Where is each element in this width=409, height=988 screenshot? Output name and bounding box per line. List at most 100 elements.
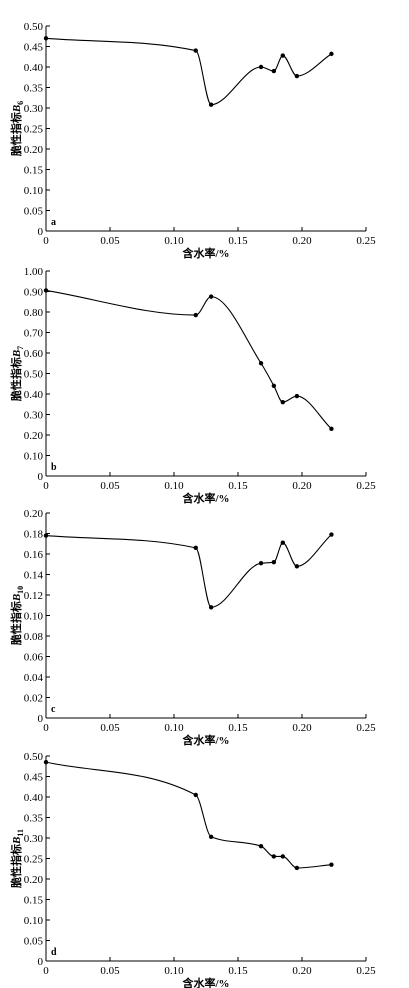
y-tick-label: 0.30 — [24, 833, 44, 845]
y-tick-label: 0.35 — [24, 83, 44, 95]
x-tick-label: 0.05 — [100, 722, 120, 734]
data-point — [258, 64, 264, 70]
y-axis-label: 脆性指标B7 — [9, 346, 25, 402]
data-point — [294, 564, 300, 569]
x-tick-label: 0 — [43, 235, 49, 247]
x-tick-label: 0.15 — [228, 235, 248, 247]
y-tick-label: 0.30 — [24, 410, 44, 422]
data-point — [208, 102, 214, 107]
y-tick-label: 0.05 — [24, 936, 44, 948]
data-point — [280, 53, 285, 58]
y-tick-label: 0.25 — [24, 124, 44, 136]
data-point — [280, 854, 285, 859]
data-point — [280, 400, 285, 405]
data-point — [208, 834, 214, 839]
y-axis-label: 脆性指标B10 — [9, 586, 25, 646]
y-tick-label: 0.15 — [24, 895, 44, 907]
panel-tag: b — [51, 462, 57, 473]
y-tick-label: 0.50 — [24, 21, 44, 33]
y-tick-label: 0.15 — [24, 165, 44, 177]
data-point — [294, 393, 300, 399]
x-tick-label: 0.10 — [164, 235, 184, 247]
data-point — [43, 288, 49, 293]
y-tick-label: 0.50 — [24, 369, 44, 381]
y-tick-label: 0.04 — [24, 672, 44, 684]
y-tick-label: 0.06 — [24, 652, 44, 664]
y-tick-label: 0.90 — [24, 287, 44, 299]
y-axis-label: 脆性指标B11 — [9, 829, 25, 889]
x-tick-label: 0.25 — [356, 235, 376, 247]
x-tick-label: 0.15 — [228, 965, 248, 977]
panel-tag: a — [51, 217, 56, 228]
y-axis-label: 脆性指标B6 — [9, 101, 25, 157]
y-tick-label: 0.20 — [24, 144, 44, 156]
y-tick-label: 0 — [38, 956, 44, 968]
y-tick-label: 0.45 — [24, 42, 44, 54]
data-point — [329, 426, 334, 432]
x-tick-label: 0.10 — [164, 722, 184, 734]
x-tick-label: 0.25 — [356, 965, 376, 977]
y-tick-label: 1.00 — [24, 266, 44, 278]
data-point — [271, 383, 277, 388]
y-tick-label: 0.10 — [24, 611, 44, 623]
chart-panel-b: 0 0.10 0.20 0.30 0.40 0.50 0.60 0.70 0.80 0.90 1.0… — [9, 266, 376, 505]
y-tick-label: 0.40 — [24, 389, 44, 401]
y-tick-label: 0.40 — [24, 792, 44, 804]
y-tick-label: 0.10 — [24, 185, 44, 197]
data-point — [271, 68, 277, 74]
data-point — [208, 294, 214, 299]
y-tick-label: 0.40 — [24, 62, 44, 74]
y-tick-label: 0.05 — [24, 206, 44, 218]
data-point — [271, 560, 277, 565]
y-tick-label: 0.35 — [24, 813, 44, 825]
y-tick-label: 0.02 — [24, 693, 43, 705]
y-tick-label: 0.20 — [24, 430, 44, 442]
y-tick-label: 0.80 — [24, 307, 44, 319]
data-point — [193, 792, 198, 798]
x-tick-label: 0.05 — [100, 965, 120, 977]
data-point — [258, 561, 264, 566]
x-tick-label: 0.05 — [100, 235, 120, 247]
y-tick-label: 0.30 — [24, 103, 44, 115]
data-point — [43, 36, 49, 41]
series-line — [45, 534, 332, 608]
data-point — [258, 844, 264, 849]
data-point — [329, 532, 334, 537]
x-tick-label: 0.15 — [228, 722, 248, 734]
y-tick-label: 0.18 — [24, 529, 44, 541]
series-line — [45, 37, 332, 106]
data-point — [193, 312, 198, 318]
chart-panel-a: 0 0.05 0.10 0.15 0.20 0.25 0.30 0.35 0.40 0.45 0.5… — [9, 21, 376, 260]
y-tick-label: 0 — [38, 713, 44, 725]
y-tick-label: 0.20 — [24, 874, 44, 886]
y-tick-label: 0.70 — [24, 328, 44, 340]
series-line — [45, 289, 332, 430]
x-tick-label: 0 — [43, 480, 49, 492]
y-tick-label: 0.12 — [24, 590, 43, 602]
x-axis-label: 含水率/% — [181, 976, 229, 988]
x-axis-label: 含水率/% — [181, 491, 229, 505]
data-point — [208, 605, 214, 610]
data-point — [193, 48, 198, 53]
data-point — [329, 862, 334, 867]
x-axis-label: 含水率/% — [181, 246, 229, 260]
chart-panel-c: 0 0.02 0.04 0.06 0.08 0.10 0.12 0.14 0.16 0.18 0.2… — [9, 508, 376, 747]
panel-tag: d — [51, 947, 57, 958]
x-tick-label: 0 — [43, 965, 49, 977]
y-tick-label: 0.08 — [24, 631, 44, 643]
data-point — [43, 533, 49, 538]
y-tick-label: 0 — [38, 226, 44, 238]
y-tick-label: 0.10 — [24, 451, 44, 463]
x-tick-label: 0.10 — [164, 965, 184, 977]
x-tick-label: 0.20 — [292, 235, 312, 247]
data-point — [258, 361, 264, 366]
x-tick-label: 0.05 — [100, 480, 120, 492]
data-point — [193, 545, 198, 551]
chart-panel-d: 0 0.05 0.10 0.15 0.20 0.25 0.30 0.35 0.40 0.45 0.5… — [9, 751, 376, 988]
y-tick-label: 0.45 — [24, 772, 44, 784]
data-point — [294, 865, 300, 871]
x-tick-label: 0.20 — [292, 722, 312, 734]
y-tick-label: 0.25 — [24, 854, 44, 866]
x-axis-label: 含水率/% — [181, 733, 229, 747]
